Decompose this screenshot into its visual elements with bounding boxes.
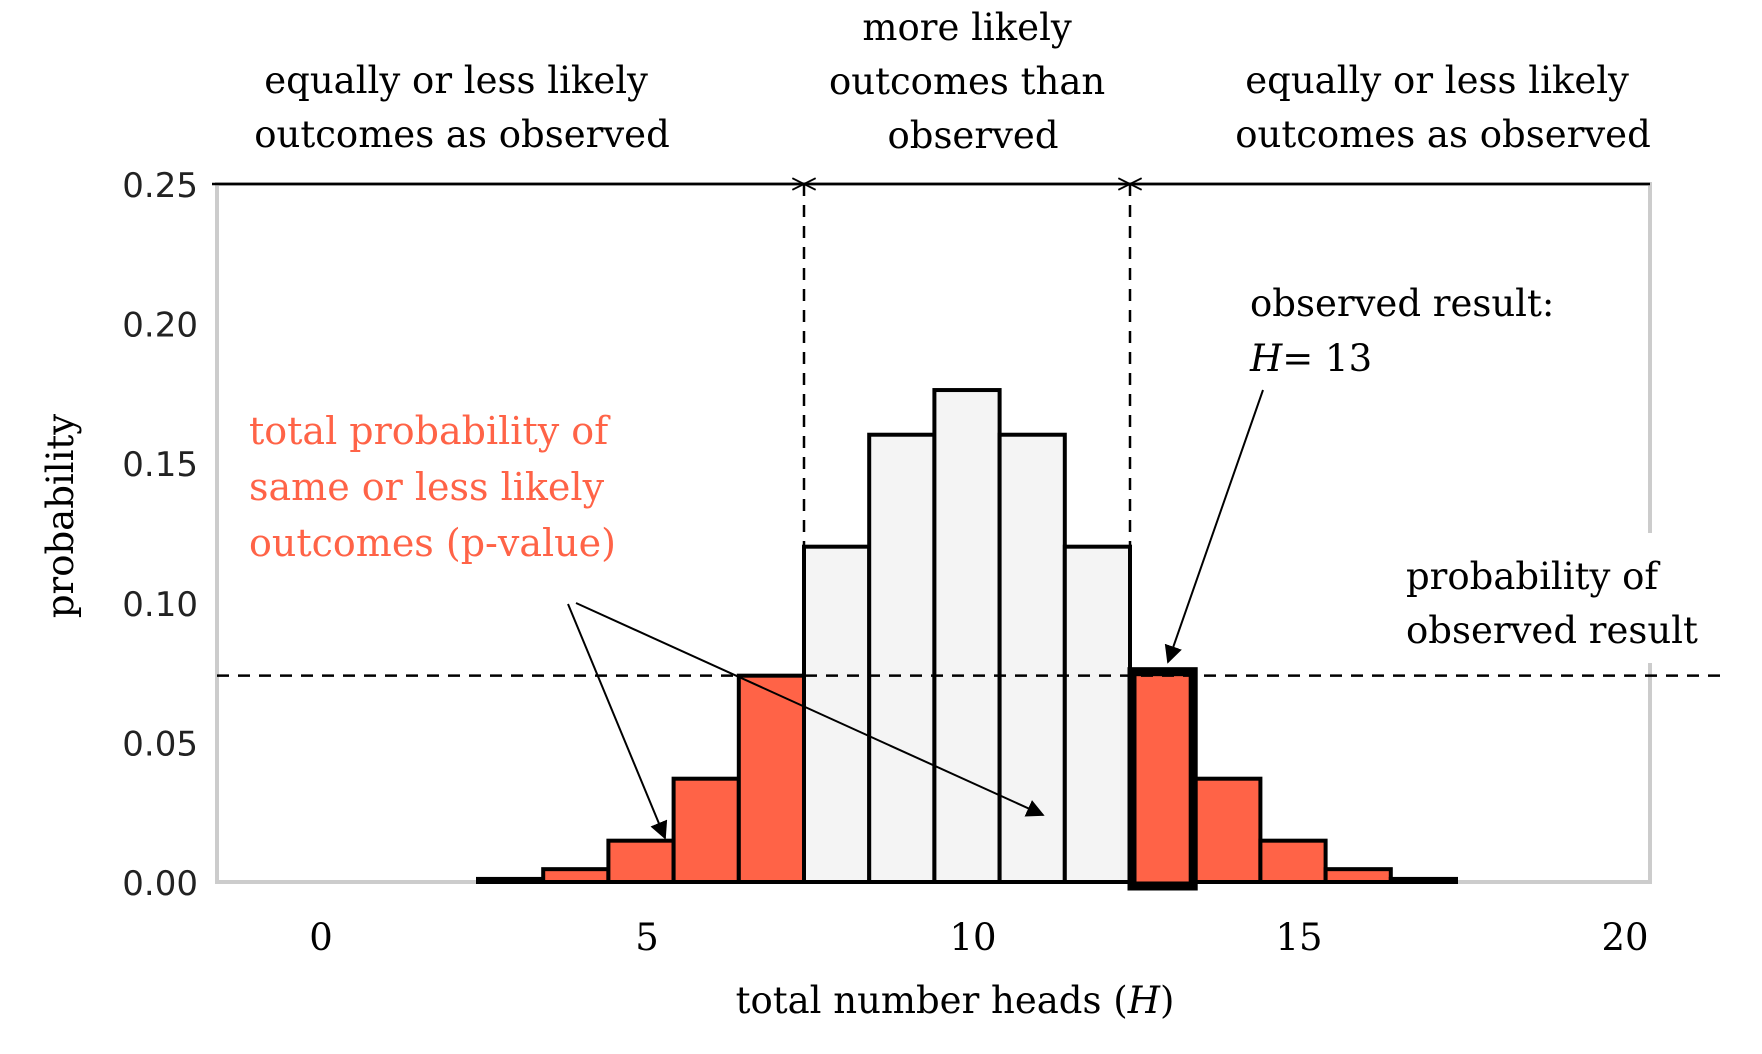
- pvalue-label: total probability of same or less likely…: [249, 409, 620, 565]
- bar-h-7: [736, 673, 806, 884]
- x-tick-label: 15: [1275, 916, 1322, 959]
- bar-h-12: [1062, 544, 1133, 884]
- observed-prob-label-bg: [1400, 533, 1720, 663]
- bar-h-15: [1258, 838, 1328, 885]
- bar-observed-h-13: [1127, 667, 1198, 891]
- pvalue-arrow-left: [567, 603, 668, 840]
- y-tick-label: 0.10: [122, 585, 198, 625]
- bar-h-5: [606, 838, 676, 885]
- x-tick-label: 0: [309, 916, 333, 959]
- bar-h-10: [932, 388, 1002, 884]
- region-left-label: equally or less likely outcomes as obser…: [254, 59, 670, 156]
- y-tick-label: 0.25: [122, 166, 198, 206]
- bars-group: [476, 388, 1459, 891]
- bar-h-4: [541, 867, 611, 884]
- observed-result-value: H= 13: [1249, 337, 1372, 380]
- y-tick-label: 0.15: [122, 445, 198, 485]
- x-tick-label: 20: [1601, 916, 1648, 959]
- y-tick-label: 0.20: [122, 306, 198, 346]
- bar-h-14: [1193, 776, 1263, 884]
- bar-h-3: [476, 876, 546, 884]
- y-tick-label: 0.05: [122, 724, 198, 764]
- bar-h-11: [997, 432, 1067, 884]
- region-middle-label: more likely outcomes than observed: [829, 6, 1117, 157]
- observed-arrow: [1164, 389, 1264, 664]
- guide-lines: [212, 184, 1720, 677]
- y-tick-label: 0.00: [122, 864, 198, 904]
- bar-h-16: [1323, 867, 1393, 884]
- bar-h-8: [802, 544, 872, 884]
- bar-h-17: [1388, 876, 1459, 884]
- observed-result-label: observed result:: [1250, 282, 1554, 325]
- axis-ticks: 0.00 0.05 0.10 0.15 0.20 0.25 0 5 10 15 20: [122, 166, 1648, 959]
- x-tick-label: 10: [949, 916, 996, 959]
- bar-h-9: [867, 432, 937, 884]
- observed-probability-label: probability of observed result: [1406, 555, 1698, 652]
- y-axis-label: probability: [39, 414, 82, 618]
- region-right-label: equally or less likely outcomes as obser…: [1235, 59, 1651, 156]
- x-tick-label: 5: [635, 916, 659, 959]
- bar-h-6: [671, 776, 741, 884]
- pvalue-arrow-right: [575, 602, 1045, 817]
- x-axis-label: total number heads (H): [736, 979, 1175, 1022]
